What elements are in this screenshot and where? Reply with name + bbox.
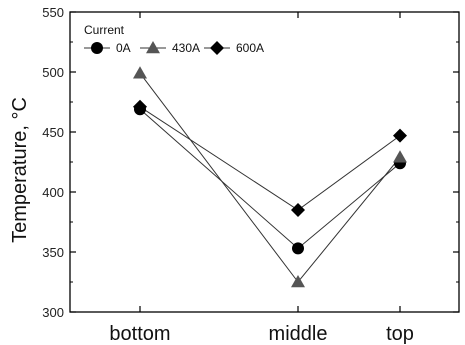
legend-marker-430A [146, 41, 160, 54]
data-point-600A-top [393, 128, 407, 143]
data-point-0A-middle [292, 242, 304, 255]
data-point-430A-bottom [133, 66, 147, 79]
data-point-430A-middle [291, 275, 305, 288]
series-line-600A [139, 106, 401, 211]
series-line-0A [139, 108, 401, 250]
x-category-label-middle: middle [269, 323, 328, 345]
axis-ticks: 300 350 400 450 500 550 bottom middle top [42, 5, 459, 345]
legend-label-430A: 430A [172, 41, 200, 55]
y-tick-label: 350 [42, 245, 64, 260]
data-point-600A-bottom [133, 99, 147, 114]
series-line-430A [139, 72, 401, 283]
data-point-600A-middle [291, 203, 305, 217]
series-markers [133, 66, 407, 288]
y-tick-label: 500 [42, 65, 64, 80]
y-axis-title: Temperature, °C [9, 97, 31, 243]
legend-marker-0A [91, 42, 103, 54]
series-lines [139, 72, 401, 283]
data-point-430A-top [393, 150, 407, 163]
y-tick-label: 550 [42, 5, 64, 20]
legend: Current 0A 430A 600A [84, 23, 264, 55]
x-category-label-bottom: bottom [109, 323, 170, 345]
legend-title: Current [84, 23, 125, 37]
legend-label-600A: 600A [236, 41, 264, 55]
legend-label-0A: 0A [116, 41, 131, 55]
y-tick-label: 400 [42, 185, 64, 200]
y-tick-label: 300 [42, 305, 64, 320]
x-category-label-top: top [386, 323, 414, 345]
legend-marker-600A [210, 41, 224, 55]
y-tick-label: 450 [42, 125, 64, 140]
